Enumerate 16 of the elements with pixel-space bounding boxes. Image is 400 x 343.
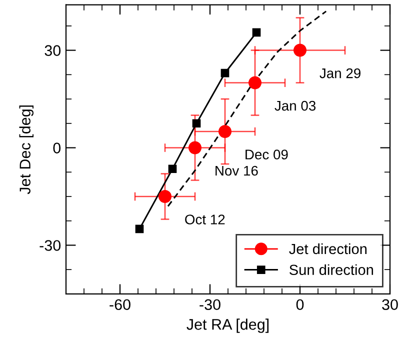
annotation: Jan 03 [274,100,316,111]
legend-label: Jet direction [289,243,367,254]
y-axis-title: Jet Dec [deg] [19,105,34,194]
y-tick-label: -30 [40,240,61,251]
annotation: Dec 09 [246,150,288,160]
y-tick-label: 30 [44,45,61,56]
legend-label: Sun direction [290,264,374,276]
x-tick-label: 0 [296,299,304,310]
annotation: Oct 12 [185,214,225,224]
x-tick-label: 30 [382,299,398,310]
x-axis-title: Jet RA [deg] [186,318,269,333]
x-tick-label: -30 [200,299,220,310]
annotation: Jan 29 [320,68,360,78]
annotation: Nov 16 [216,166,258,176]
x-tick-label: -60 [110,299,130,310]
y-tick-label: 0 [53,142,61,154]
